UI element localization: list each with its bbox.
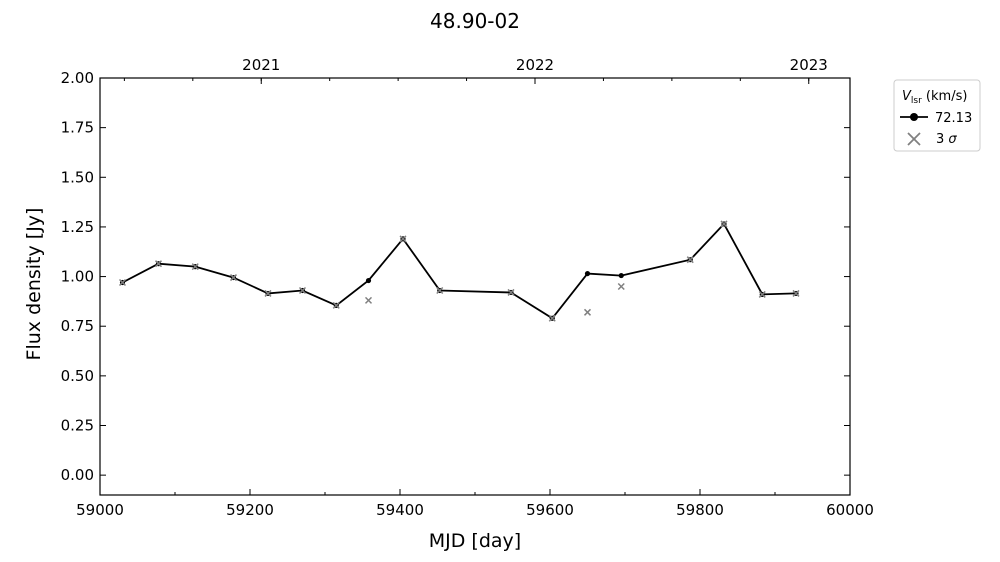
- sigma-cross-marker: [792, 289, 800, 297]
- plot-area: [118, 220, 800, 322]
- x-tick-label: 59200: [226, 501, 274, 519]
- y-tick-label: 0.00: [61, 466, 94, 484]
- x-tick-label: 59400: [376, 501, 424, 519]
- series-point: [618, 272, 624, 279]
- top-year-axis: 2021 2022 2023: [123, 56, 828, 84]
- y-tick-label: 0.25: [61, 417, 94, 435]
- legend-marker-swatch: [910, 113, 918, 121]
- plot-frame: [99, 77, 851, 496]
- legend: Vlsr (km/s) 72.13 3 σ: [893, 79, 981, 152]
- sigma-cross-marker: [332, 301, 340, 309]
- sigma-cross-marker: [364, 296, 373, 304]
- sigma-cross-stroke: [154, 260, 163, 268]
- sigma-cross-marker: [548, 314, 556, 322]
- top-tick-label: 2021: [242, 56, 280, 74]
- y-tick-label: 1.25: [61, 218, 94, 236]
- legend-title: Vlsr (km/s): [902, 89, 967, 106]
- y-tick-label: 1.50: [61, 168, 94, 186]
- y-axis: 0.00 0.25 0.50 0.75 1.00 1.25 1.50 1.75 2.00: [61, 69, 850, 484]
- sigma-cross-stroke: [583, 308, 592, 316]
- sigma-cross-stroke: [298, 286, 307, 295]
- sigma-cross-stroke: [332, 301, 340, 309]
- top-tick-label: 2022: [516, 56, 554, 74]
- sigma-cross-stroke: [548, 314, 556, 322]
- sigma-cross-marker: [154, 260, 163, 268]
- series-point: [584, 270, 591, 277]
- sigma-cross-marker: [191, 263, 199, 271]
- sigma-cross-stroke: [364, 296, 373, 304]
- y-tick-label: 1.00: [61, 268, 94, 286]
- sigma-cross-stroke: [758, 290, 766, 298]
- sigma-cross-marker: [436, 286, 444, 295]
- top-tick-label: 2023: [790, 56, 828, 74]
- sigma-cross-marker: [399, 235, 407, 243]
- sigma-cross-stroke: [507, 288, 515, 296]
- sigma-cross-stroke: [436, 286, 444, 295]
- legend-entry-sigma: 3 σ: [936, 132, 957, 147]
- sigma-cross-marker: [617, 282, 625, 291]
- y-tick-label: 0.75: [61, 317, 94, 335]
- series-line-72.13: [122, 222, 797, 320]
- legend-box: [893, 79, 981, 152]
- x-tick-label: 59800: [676, 501, 724, 519]
- x-tick-label: 59600: [526, 501, 574, 519]
- y-tick-label: 1.75: [61, 119, 94, 137]
- sigma-cross-marker: [264, 289, 272, 297]
- sigma-cross-stroke: [229, 274, 238, 282]
- sigma-cross-marker: [720, 220, 728, 228]
- x-axis-label: MJD [day]: [429, 530, 521, 552]
- y-tick-label: 2.00: [61, 69, 94, 87]
- sigma-cross-marker: [758, 290, 766, 298]
- series-point: [365, 277, 372, 284]
- sigma-cross-stroke: [264, 289, 272, 297]
- sigma-cross-marker: [583, 308, 592, 316]
- sigma-cross-stroke: [617, 282, 625, 291]
- sigma-cross-marker: [229, 274, 238, 282]
- sigma-cross-stroke: [720, 220, 728, 228]
- legend-cross-swatch: [907, 132, 921, 146]
- sigma-cross-marker: [507, 288, 515, 296]
- sigma-cross-stroke: [399, 235, 407, 243]
- sigma-cross-stroke: [792, 289, 800, 297]
- sigma-cross-stroke: [191, 263, 199, 271]
- x-axis: 59000 59200 59400 59600 59800 60000: [76, 489, 874, 519]
- x-tick-label: 60000: [826, 501, 874, 519]
- sigma-cross-marker: [686, 256, 694, 264]
- sigma-cross-marker: [118, 278, 127, 287]
- sigma-cross-stroke: [118, 278, 127, 287]
- y-axis-label: Flux density [Jy]: [23, 208, 45, 361]
- x-tick-label: 59000: [76, 501, 124, 519]
- sigma-cross-marker: [298, 286, 307, 295]
- chart-title: 48.90-02: [430, 9, 520, 33]
- y-tick-label: 0.50: [61, 367, 94, 385]
- legend-entry-series: 72.13: [935, 111, 972, 126]
- sigma-cross-stroke: [686, 256, 694, 264]
